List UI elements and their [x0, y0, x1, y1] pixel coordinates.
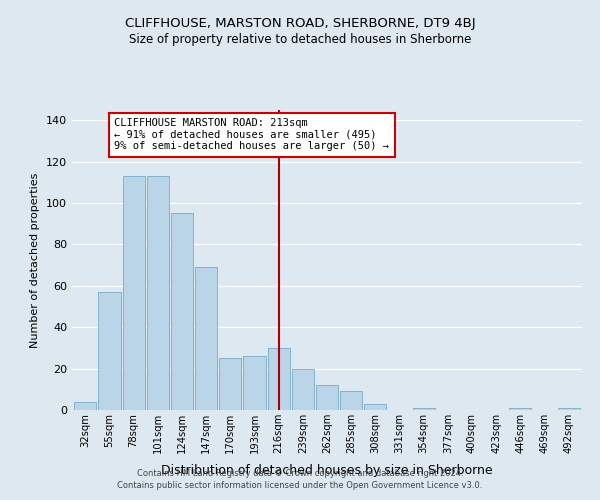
Text: Size of property relative to detached houses in Sherborne: Size of property relative to detached ho… — [129, 32, 471, 46]
Text: Contains HM Land Registry data © Crown copyright and database right 2024.: Contains HM Land Registry data © Crown c… — [137, 468, 463, 477]
Text: CLIFFHOUSE MARSTON ROAD: 213sqm
← 91% of detached houses are smaller (495)
9% of: CLIFFHOUSE MARSTON ROAD: 213sqm ← 91% of… — [114, 118, 389, 152]
Text: Contains public sector information licensed under the Open Government Licence v3: Contains public sector information licen… — [118, 481, 482, 490]
Bar — [340, 392, 362, 410]
Bar — [146, 176, 169, 410]
Bar — [509, 408, 532, 410]
Bar — [316, 385, 338, 410]
Bar — [244, 356, 266, 410]
X-axis label: Distribution of detached houses by size in Sherborne: Distribution of detached houses by size … — [161, 464, 493, 477]
Text: CLIFFHOUSE, MARSTON ROAD, SHERBORNE, DT9 4BJ: CLIFFHOUSE, MARSTON ROAD, SHERBORNE, DT9… — [125, 18, 475, 30]
Bar — [122, 176, 145, 410]
Bar — [268, 348, 290, 410]
Bar — [292, 368, 314, 410]
Bar — [557, 408, 580, 410]
Bar — [171, 214, 193, 410]
Y-axis label: Number of detached properties: Number of detached properties — [31, 172, 40, 348]
Bar — [98, 292, 121, 410]
Bar — [413, 408, 435, 410]
Bar — [364, 404, 386, 410]
Bar — [74, 402, 97, 410]
Bar — [219, 358, 241, 410]
Bar — [195, 267, 217, 410]
